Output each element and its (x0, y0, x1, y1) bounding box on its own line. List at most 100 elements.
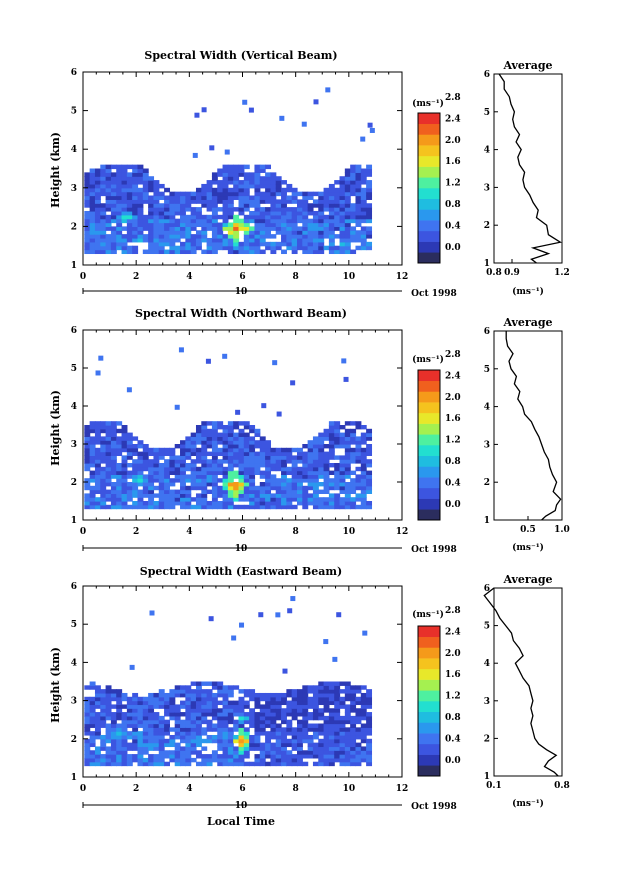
heatmap-cell (126, 734, 133, 740)
heatmap-cell (105, 482, 112, 487)
heatmap-cell (323, 459, 330, 464)
heatmap-cell (366, 447, 373, 453)
heatmap-cell (116, 421, 123, 426)
heatmap-cell (185, 692, 192, 698)
heatmap-cell (366, 757, 373, 763)
heatmap-cell (265, 451, 272, 456)
x-tick-label: 8 (293, 784, 299, 794)
heatmap-cell (249, 696, 256, 702)
colorbar-unit-vertical: (ms⁻¹) (412, 98, 444, 109)
heatmap-cell (350, 715, 357, 721)
heatmap-cell (116, 478, 123, 483)
heatmap-cell (265, 222, 272, 227)
heatmap-cell (350, 750, 357, 755)
heatmap-cell (334, 440, 341, 445)
heatmap-cell (169, 493, 176, 498)
heatmap-cell (211, 432, 218, 437)
heatmap-cell (328, 249, 335, 255)
heatmap-cell (312, 708, 319, 713)
heatmap-cell (185, 455, 192, 460)
heatmap-cell (344, 195, 351, 200)
heatmap-cell (233, 738, 240, 744)
heatmap-cell (275, 742, 282, 748)
heatmap-cell (307, 191, 314, 197)
heatmap-cell (185, 493, 192, 498)
heatmap-cell (132, 485, 139, 491)
heatmap-cell (323, 436, 330, 441)
heatmap-cell (227, 704, 234, 709)
heatmap-cell (84, 230, 91, 235)
x-tick-label: 2 (133, 272, 139, 282)
heatmap-cell (148, 485, 155, 491)
heatmap-cell (323, 230, 330, 235)
heatmap-cell (296, 207, 303, 212)
heatmap-cell (344, 222, 351, 227)
heatmap-cell (238, 497, 245, 502)
heatmap-cell (302, 754, 309, 759)
heatmap-cell (312, 218, 319, 224)
heatmap-cell (243, 199, 250, 204)
heatmap-cell (344, 249, 351, 255)
colorbar-tick-label: 0.8 (445, 713, 461, 723)
heatmap-cell (201, 704, 208, 709)
heatmap-cell (312, 482, 319, 487)
heatmap-cell (206, 222, 213, 227)
heatmap-cell (334, 727, 341, 732)
heatmap-cell (323, 681, 330, 686)
heatmap-cell (185, 696, 192, 702)
heatmap-cell (350, 432, 357, 437)
heatmap-cell (84, 180, 91, 185)
heatmap-cell (360, 501, 367, 506)
heatmap-cell (116, 207, 123, 212)
heatmap-cell (238, 696, 245, 702)
heatmap-cell (275, 501, 282, 506)
heatmap-cell (323, 723, 330, 728)
heatmap-cell (174, 218, 181, 224)
heatmap-cell (350, 168, 357, 173)
heatmap-cell (211, 444, 218, 449)
heatmap-cell (318, 754, 325, 759)
heatmap-cell (217, 199, 224, 204)
colorbar-swatch (418, 391, 440, 403)
heatmap-cell (153, 727, 160, 732)
heatmap-cell (201, 463, 208, 468)
heatmap-cell (137, 746, 144, 751)
heatmap-cell (105, 738, 112, 744)
heatmap-cell (222, 451, 229, 456)
heatmap-cell (211, 685, 218, 690)
heatmap-cell (222, 237, 229, 243)
heatmap-cell (105, 754, 112, 759)
heatmap-cell (227, 421, 234, 426)
x-tick-label: 12 (396, 527, 409, 537)
heatmap-cell (339, 715, 346, 721)
heatmap-cell (233, 451, 240, 456)
heatmap-cell (137, 234, 144, 239)
heatmap-cell (265, 715, 272, 721)
heatmap-cell (132, 719, 139, 725)
heatmap-cell (328, 230, 335, 235)
heatmap-cell (89, 504, 96, 510)
heatmap-cell (281, 187, 287, 193)
heatmap-cell (291, 708, 298, 713)
heatmap-cell (153, 245, 160, 251)
heatmap-cell (153, 757, 160, 763)
heatmap-cell (180, 207, 186, 212)
heatmap-cell (142, 180, 149, 185)
heatmap-cell (180, 455, 186, 460)
heatmap-cell (94, 234, 101, 239)
heatmap-cell (339, 195, 346, 200)
heatmap-cell (275, 489, 282, 494)
heatmap-cell (249, 474, 256, 479)
heatmap-cell (291, 489, 298, 494)
heatmap-cell (153, 195, 160, 200)
heatmap-cell (344, 734, 351, 740)
heatmap-cell (142, 727, 149, 732)
heatmap-cell (233, 708, 240, 713)
heatmap-cell (211, 455, 218, 460)
heatmap-cell (132, 478, 139, 483)
heatmap-cell (275, 757, 282, 763)
heatmap-cell (126, 447, 133, 453)
heatmap-cell (217, 719, 224, 725)
heatmap-cell (318, 191, 325, 197)
heatmap-cell-sparse (95, 370, 101, 376)
